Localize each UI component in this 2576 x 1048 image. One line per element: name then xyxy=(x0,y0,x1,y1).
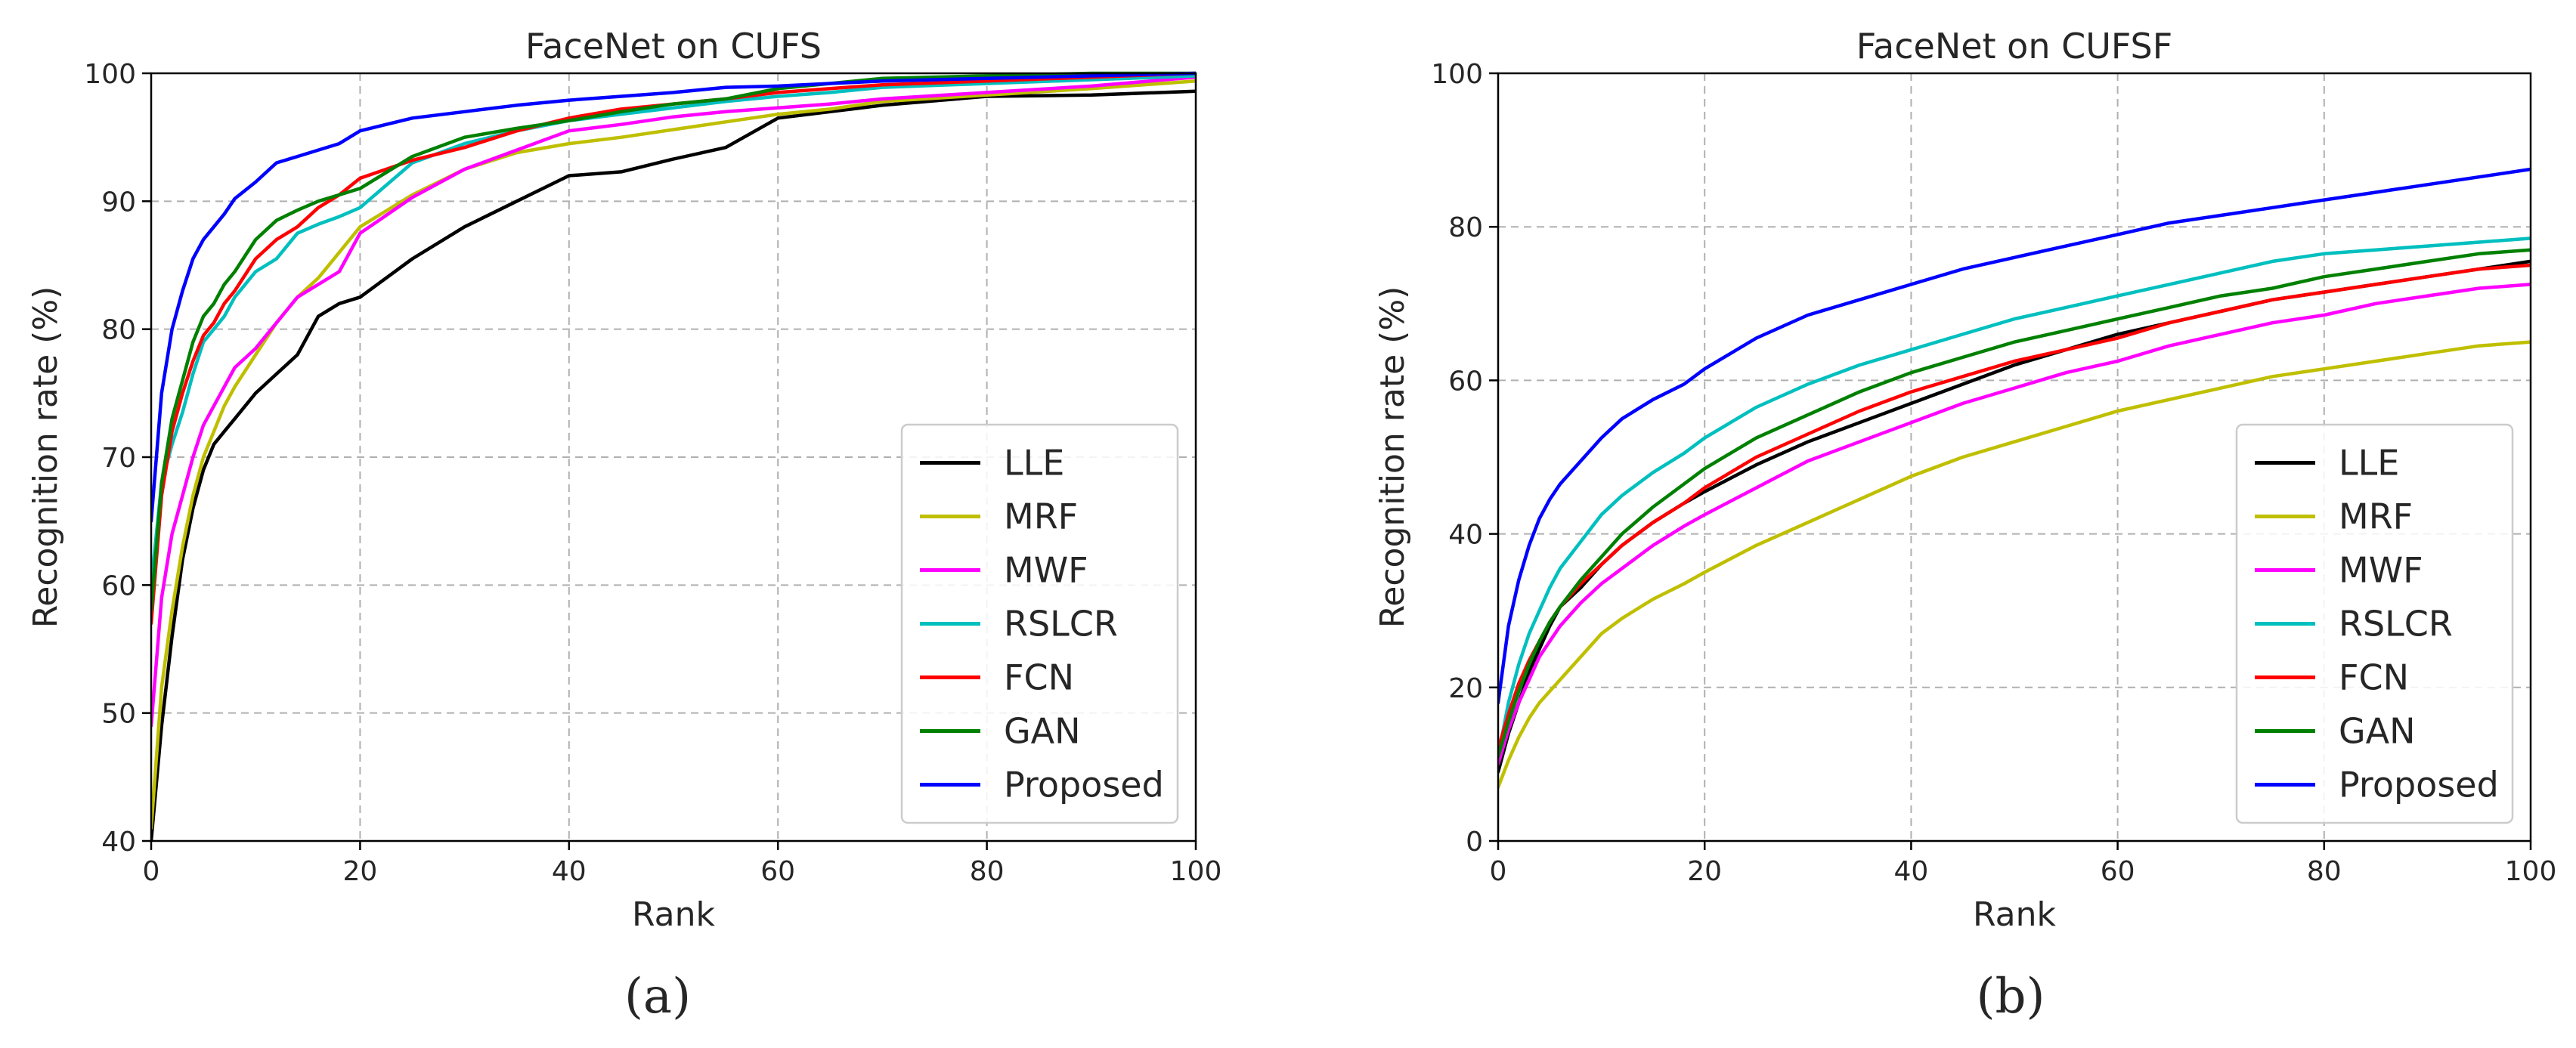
chart-1-series-mrf xyxy=(151,79,1196,830)
chart-2-series-mwf xyxy=(1498,283,2531,766)
chart-2-series-proposed xyxy=(1498,167,2531,705)
chart-2-series-gan xyxy=(1498,248,2531,759)
chart-1-ytick-label-80: 80 xyxy=(101,315,136,346)
chart-1-ylabel: Recognition rate (%) xyxy=(26,286,65,629)
chart-2-xlabel: Rank xyxy=(1973,895,2056,934)
chart-1-xtick-label-80: 80 xyxy=(970,856,1005,887)
chart-1-ytick-label-90: 90 xyxy=(101,187,136,218)
chart-1-legend-label-mwf: MWF xyxy=(1004,550,1088,591)
chart-2-legend-label-fcn: FCN xyxy=(2339,657,2409,698)
chart-2-legend-label-mwf: MWF xyxy=(2339,550,2423,591)
chart-1-legend: LLE MRF MWF RSLCR FCN GAN Proposed xyxy=(900,423,1179,824)
chart-2-series-rslcr xyxy=(1498,236,2531,759)
chart-1-xtick-label-100: 100 xyxy=(1170,856,1222,887)
chart-facenet-cufs: FaceNet on CUFS 0 20 40 60 80 100 40 50 60 70 80 90 1… xyxy=(26,26,1221,1025)
chart-2-legend-label-mrf: MRF xyxy=(2339,496,2413,537)
chart-2-series-mrf xyxy=(1498,340,2531,790)
chart-2-legend-label-proposed: Proposed xyxy=(2339,765,2499,805)
chart-1-xtick-label-20: 20 xyxy=(342,856,377,887)
chart-2-title: FaceNet on CUFSF xyxy=(1856,26,2172,66)
chart-2-legend: LLE MRF MWF RSLCR FCN GAN Proposed xyxy=(2235,423,2514,824)
chart-1-series-rslcr xyxy=(151,74,1196,587)
chart-1-legend-label-rslcr: RSLCR xyxy=(1004,604,1118,645)
chart-2-ytick-label-0: 0 xyxy=(1466,827,1483,858)
chart-1-legend-label-mrf: MRF xyxy=(1004,496,1078,537)
chart-facenet-cufsf: FaceNet on CUFSF 0 20 40 60 80 100 0 20 40 60 80 100… xyxy=(1373,26,2556,1025)
chart-2-ytick-label-80: 80 xyxy=(1448,212,1483,243)
chart-1-legend-label-fcn: FCN xyxy=(1004,657,1074,698)
chart-2-legend-label-lle: LLE xyxy=(2339,443,2399,484)
chart-2-ytick-label-60: 60 xyxy=(1448,366,1483,397)
chart-1-ytick-label-50: 50 xyxy=(101,699,136,730)
chart-2-xtick-label-100: 100 xyxy=(2505,856,2557,887)
chart-1-xtick-label-40: 40 xyxy=(552,856,587,887)
chart-2-xtick-label-20: 20 xyxy=(1687,856,1722,887)
chart-1-caption: (a) xyxy=(624,969,691,1025)
chart-1-ytick-label-40: 40 xyxy=(101,827,136,858)
chart-2-ylabel: Recognition rate (%) xyxy=(1373,286,1412,629)
chart-2-ytick-label-20: 20 xyxy=(1448,673,1483,704)
chart-1-xtick-label-0: 0 xyxy=(143,856,160,887)
chart-2-legend-label-gan: GAN xyxy=(2339,711,2416,752)
chart-1-legend-label-gan: GAN xyxy=(1004,711,1081,752)
chart-1-ytick-label-100: 100 xyxy=(84,59,136,90)
chart-2-ytick-label-40: 40 xyxy=(1448,520,1483,551)
chart-2-legend-label-rslcr: RSLCR xyxy=(2339,604,2453,645)
chart-1-legend-label-lle: LLE xyxy=(1004,443,1064,484)
chart-1-series-group xyxy=(151,71,1196,841)
chart-2-xtick-label-60: 60 xyxy=(2101,856,2135,887)
chart-2-xtick-label-80: 80 xyxy=(2307,856,2342,887)
chart-1-series-lle xyxy=(151,89,1196,841)
chart-2-xtick-label-40: 40 xyxy=(1893,856,1928,887)
chart-1-title: FaceNet on CUFS xyxy=(525,26,822,66)
chart-2-caption: (b) xyxy=(1977,969,2045,1025)
chart-1-ytick-label-70: 70 xyxy=(101,443,136,474)
chart-1-series-mwf xyxy=(151,75,1196,728)
chart-2-legend-box xyxy=(2235,423,2514,824)
chart-2-xtick-label-0: 0 xyxy=(1490,856,1507,887)
chart-2-plot-frame xyxy=(1497,72,2532,842)
chart-2-series-group xyxy=(1498,167,2531,790)
chart-1-xlabel: Rank xyxy=(632,895,715,934)
chart-1-legend-label-proposed: Proposed xyxy=(1004,765,1164,805)
chart-1-series-fcn xyxy=(151,71,1196,626)
chart-2-ytick-label-100: 100 xyxy=(1431,59,1483,90)
chart-1-xtick-label-60: 60 xyxy=(760,856,795,887)
chart-1-legend-box xyxy=(900,423,1179,824)
chart-1-ytick-label-60: 60 xyxy=(101,570,136,601)
chart-1-series-proposed xyxy=(151,71,1196,523)
